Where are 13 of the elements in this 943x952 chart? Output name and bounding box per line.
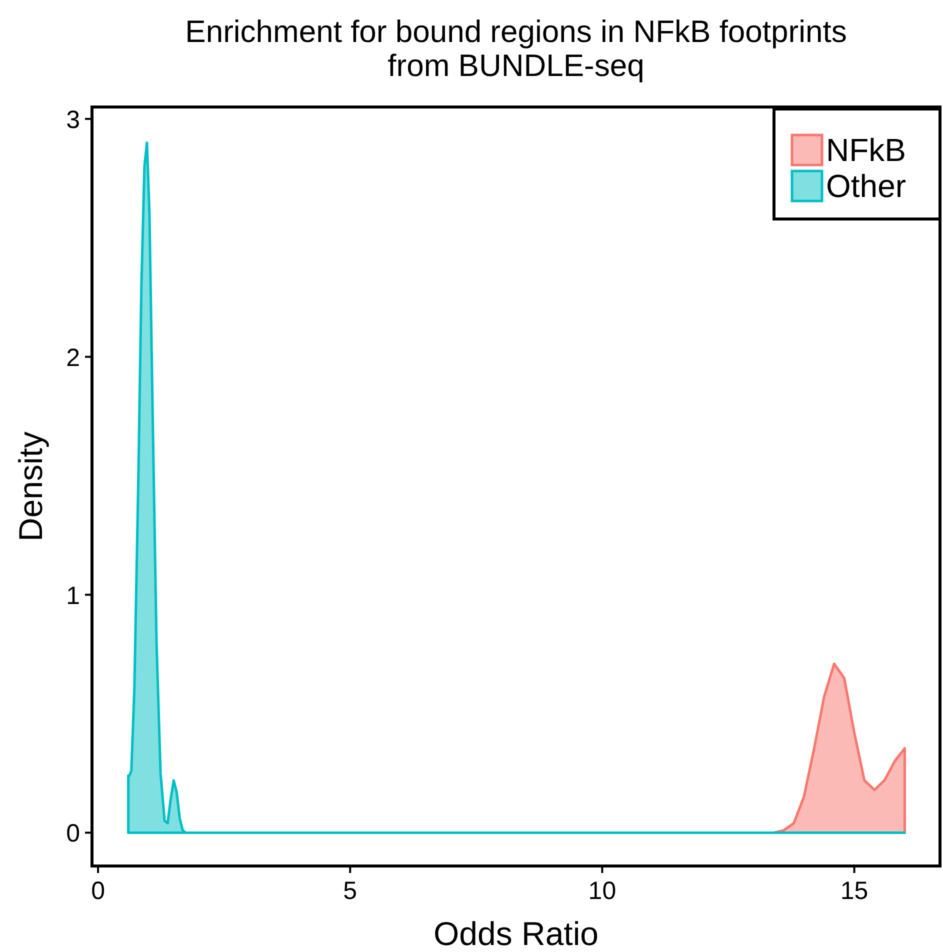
chart-title: Enrichment for bound regions in NFkB footprints from BUNDLE-seq [185,14,847,83]
legend-label: Other [826,168,906,204]
y-tick-label: 0 [66,820,80,848]
y-tick-label: 2 [66,344,80,372]
x-tick-label: 0 [91,877,106,905]
x-axis-title: Odds Ratio [433,915,599,952]
y-axis-title: Density [12,430,49,542]
y-tick-label: 3 [66,106,80,134]
x-tick-label: 10 [588,877,616,905]
y-tick-label: 1 [66,582,80,610]
legend-label: NFkB [826,132,906,168]
x-tick-label: 15 [840,877,868,905]
x-tick-label: 5 [343,877,358,905]
